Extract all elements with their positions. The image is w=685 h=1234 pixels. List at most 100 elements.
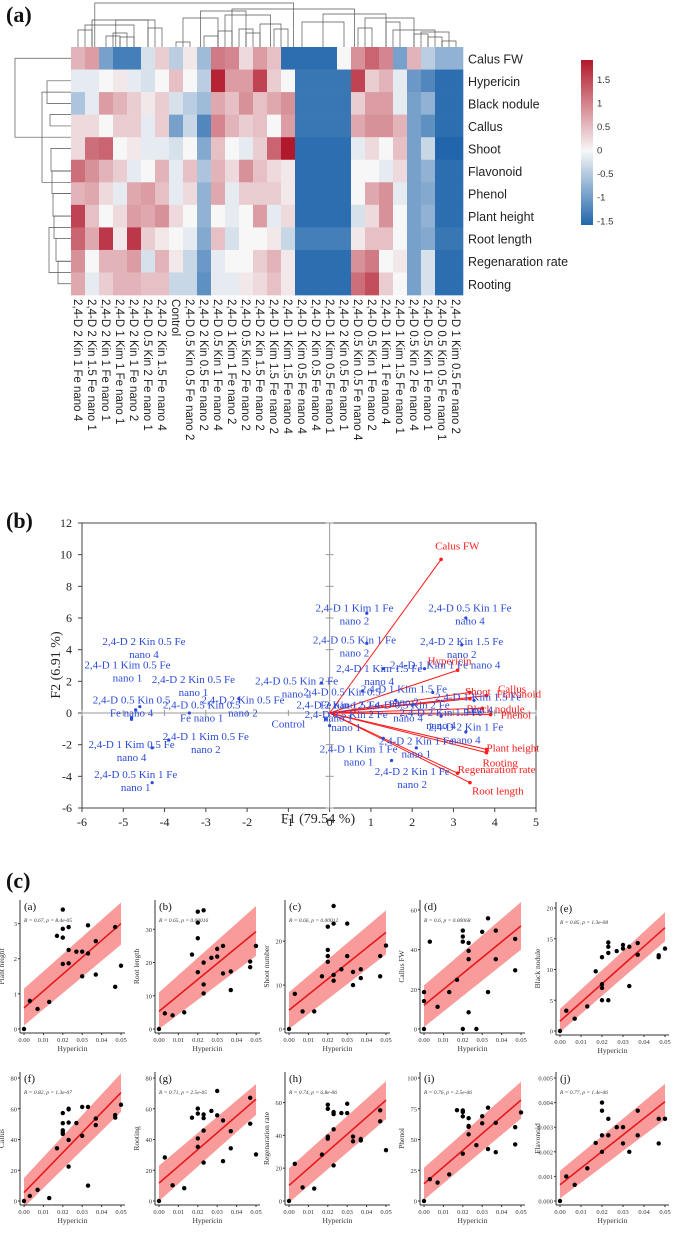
pca-variable-vectors: Calus FW Hypericin Callus Shoot Flavonoid Bla… — [329, 540, 542, 798]
stat-annotation: R = 0.74, p = 6.8e-06 — [288, 1089, 337, 1096]
heatmap-cell — [295, 249, 310, 273]
x-tick-label: 0.01 — [438, 1209, 449, 1216]
heatmap-cell — [141, 182, 156, 206]
data-point — [292, 1161, 298, 1166]
x-axis-label: Hypericin — [193, 1216, 223, 1225]
x-tick-label: 0.03 — [77, 1037, 88, 1044]
heatmap-cell — [351, 159, 366, 183]
row-label: Callus — [468, 120, 503, 134]
data-point — [156, 1198, 162, 1204]
dendrogram-branch — [94, 2, 294, 47]
data-point — [220, 971, 226, 976]
column-label: 2,4-D 2 Kin 1.5 Fe nano 4 — [155, 299, 167, 431]
data-point — [228, 969, 233, 974]
heatmap-cell — [169, 159, 184, 183]
data-point — [195, 909, 200, 914]
data-point — [358, 975, 363, 981]
data-point — [331, 978, 336, 983]
heatmap-cell — [435, 182, 450, 206]
heatmap-cell — [267, 159, 282, 183]
data-point — [466, 948, 471, 954]
x-tick-label: 0.02 — [457, 1209, 468, 1216]
variable-label: Calus FW — [435, 540, 480, 552]
data-point — [195, 969, 200, 975]
heatmap-cell — [449, 204, 464, 228]
x-tick-label: 0.04 — [96, 1209, 108, 1216]
heatmap-cell — [99, 114, 114, 138]
confidence-band — [560, 912, 665, 1033]
heatmap-cell — [127, 69, 142, 93]
heatmap-cell — [281, 204, 296, 228]
observation-point — [361, 689, 365, 693]
panel-label-b: (b) — [6, 508, 33, 533]
observation-label-line2: nano 2 — [340, 616, 370, 628]
data-point — [66, 1137, 71, 1143]
heatmap-cell — [183, 159, 198, 183]
heatmap-cell — [309, 159, 324, 183]
colorbar-gradient — [581, 60, 593, 225]
heatmap-cell — [309, 182, 324, 206]
heatmap-cell — [99, 249, 114, 273]
heatmap-cell — [393, 92, 408, 115]
data-point — [319, 1152, 325, 1157]
data-point — [228, 987, 233, 993]
data-point — [60, 1131, 65, 1137]
x-tick-label: 0.03 — [342, 1037, 353, 1044]
y-tick-label: 40 — [276, 1133, 283, 1140]
y-tick-label: 8 — [66, 579, 72, 593]
heatmap-cell — [309, 204, 324, 228]
heatmap-cell — [155, 227, 170, 251]
y-tick-label: 25 — [411, 1168, 418, 1175]
stat-annotation: R = 0.71, p = 2.5e-05 — [158, 1090, 207, 1096]
correlation-subplot: 0 20 40 60 80 0.00 0.01 0.02 0.03 0.04 0.05 Hyperic… — [132, 1072, 262, 1225]
data-point — [493, 1149, 498, 1155]
column-label: 2,4-D 2 Kin 0.5 Fe nano 2 — [197, 299, 209, 431]
data-point — [460, 1026, 465, 1032]
regression-line — [423, 925, 522, 1006]
data-point — [656, 1141, 661, 1146]
observation-label: 2,4-D 0.5 Kin 0.5 — [163, 699, 241, 711]
heatmap-cell — [183, 249, 198, 273]
x-tick-label: 0.01 — [575, 1039, 586, 1046]
data-point — [182, 1010, 187, 1015]
data-point — [512, 968, 518, 973]
observation-label-line2: nano 4 — [463, 704, 493, 716]
data-point — [599, 982, 605, 987]
x-tick-label: 0.00 — [153, 1209, 164, 1216]
regression-line — [158, 1098, 257, 1184]
data-point — [606, 1133, 611, 1138]
heatmap-cell — [379, 227, 394, 251]
data-point — [512, 1142, 518, 1147]
heatmap-cell — [225, 272, 240, 296]
observation-point — [138, 705, 142, 709]
heatmap-cell — [295, 272, 310, 296]
data-point — [493, 1120, 498, 1125]
heatmap-cell — [295, 92, 310, 115]
heatmap-cell — [407, 204, 422, 228]
column-label: 2,4-D 0.5 Kin 0.5 Fe nano 2 — [183, 299, 195, 440]
dendrogram-branch — [203, 35, 219, 47]
y-tick-label: 0 — [149, 1027, 152, 1034]
y-tick-label: 5 — [550, 998, 553, 1005]
observation-label: 2,4-D 1 Kim 0.5 Fe — [84, 660, 170, 672]
data-point — [635, 952, 640, 957]
data-point — [627, 983, 632, 989]
heatmap-cell — [421, 137, 436, 161]
data-point — [345, 1110, 350, 1116]
heatmap-cell — [197, 47, 212, 70]
heatmap-cell — [337, 92, 352, 115]
heatmap-cell — [295, 69, 310, 93]
y-tick-label: 0.004 — [538, 1100, 553, 1107]
data-point — [377, 1108, 383, 1113]
heatmap-cell — [127, 227, 142, 251]
data-point — [447, 989, 452, 995]
variable-point — [484, 750, 489, 755]
heatmap-cell — [281, 47, 296, 70]
data-point — [325, 953, 330, 959]
observation-label-line2: nano 4 — [451, 734, 481, 746]
heatmap-cell — [141, 114, 156, 138]
heatmap-cell — [449, 114, 464, 138]
heatmap-cell — [309, 47, 324, 70]
dendrogram-branch — [224, 14, 271, 47]
heatmap-cell — [379, 137, 394, 161]
